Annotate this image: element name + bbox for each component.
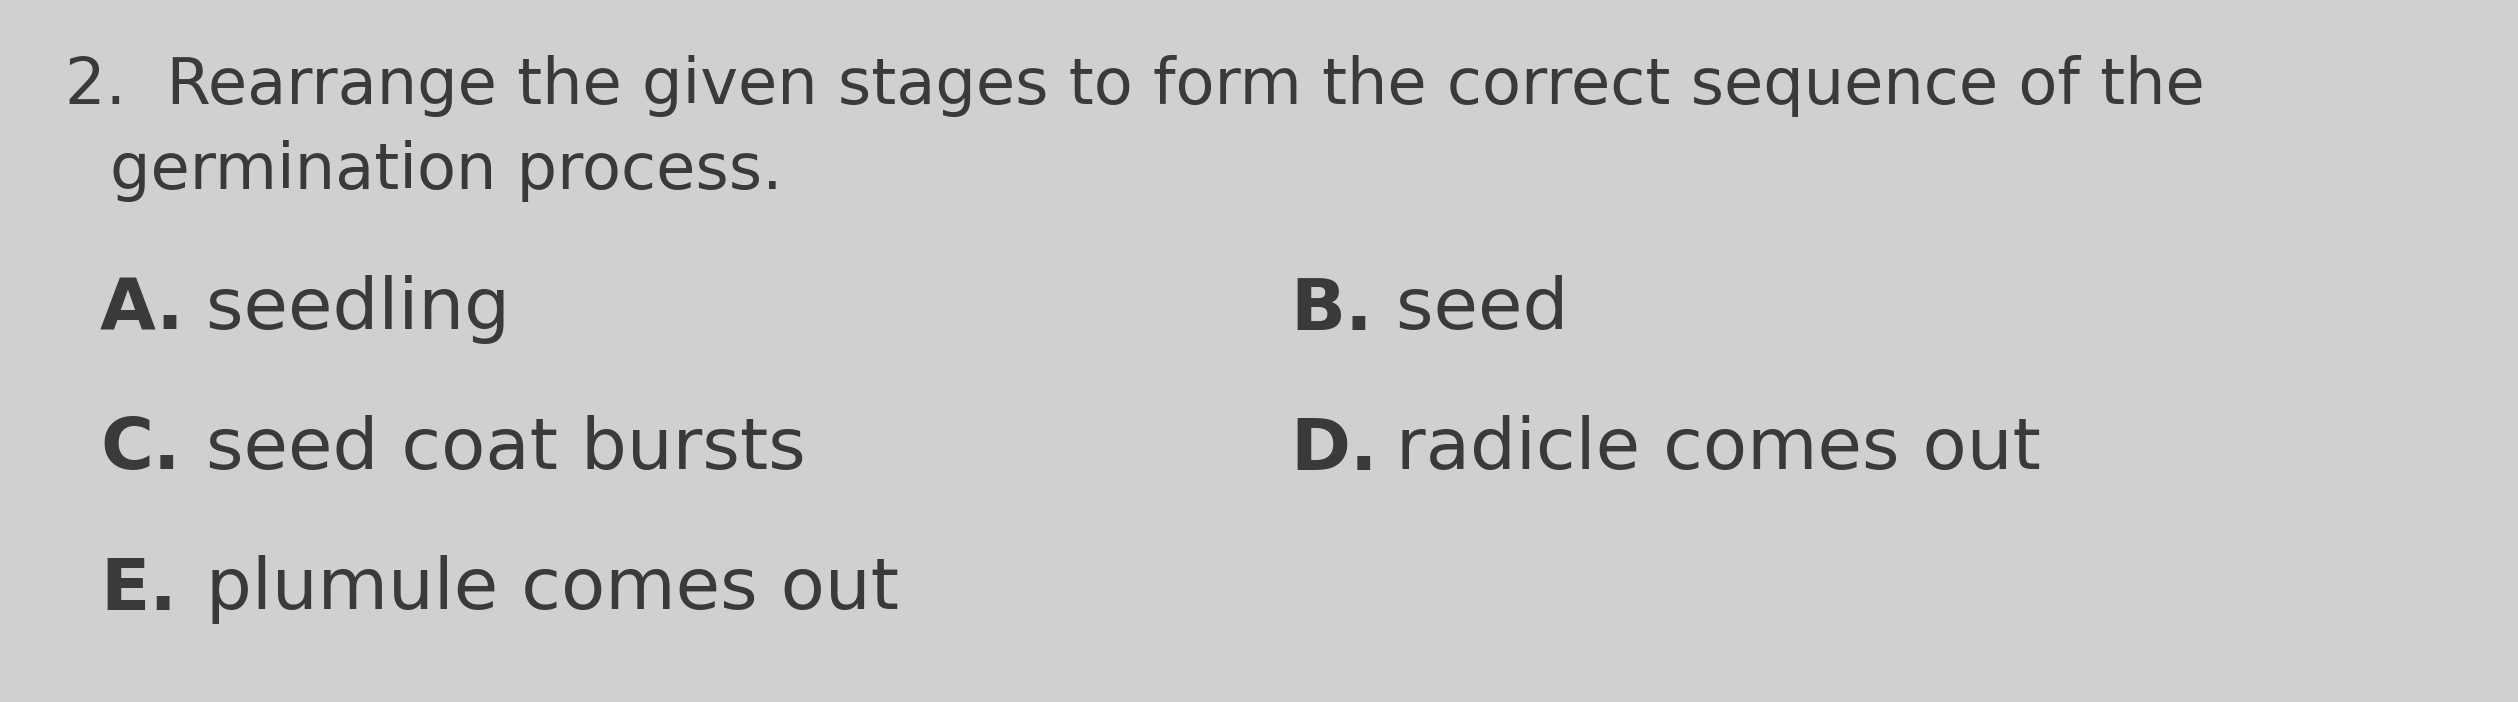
Text: B.: B. <box>1289 275 1372 345</box>
Text: seed: seed <box>1350 275 1569 345</box>
Text: A.: A. <box>101 275 184 345</box>
Text: 2.  Rearrange the given stages to form the correct sequence of the: 2. Rearrange the given stages to form th… <box>65 55 2206 117</box>
Text: seed coat bursts: seed coat bursts <box>161 416 806 484</box>
Text: D.: D. <box>1289 416 1377 484</box>
Text: plumule comes out: plumule comes out <box>161 555 899 625</box>
Text: seedling: seedling <box>161 275 511 345</box>
Text: germination process.: germination process. <box>111 140 783 202</box>
Text: C.: C. <box>101 416 181 484</box>
Text: E.: E. <box>101 555 176 625</box>
Text: radicle comes out: radicle comes out <box>1350 416 2042 484</box>
